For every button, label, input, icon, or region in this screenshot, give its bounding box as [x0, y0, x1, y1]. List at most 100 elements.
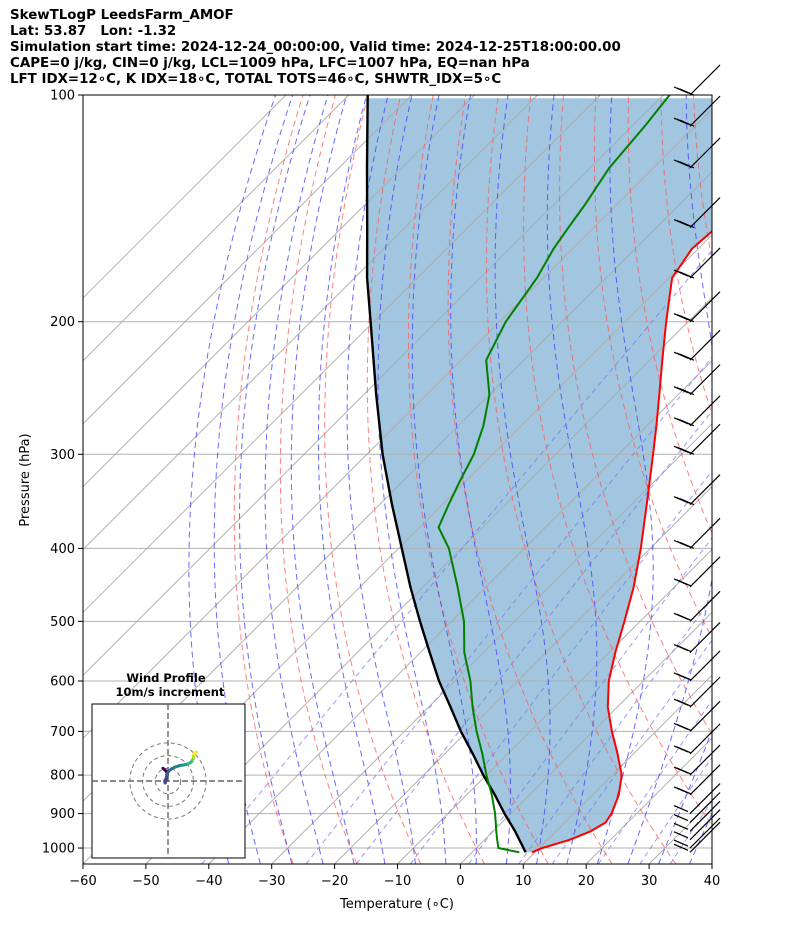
- moist-adiabat-line: [546, 95, 598, 864]
- moist-adiabat-line: [494, 95, 551, 864]
- wind-barb-staff: [689, 723, 721, 755]
- y-tick-label: 700: [50, 725, 75, 740]
- isotherm-line: [711, 863, 712, 864]
- wind-barb-staff: [689, 821, 721, 853]
- isotherm-line: [83, 108, 712, 739]
- mixing-ratio-line: [355, 410, 712, 864]
- y-tick-label: 400: [50, 542, 75, 557]
- wind-barb-flag: [673, 822, 689, 830]
- wind-barb-flag: [679, 271, 695, 279]
- wind-barb-flag: [679, 447, 695, 455]
- hodograph-inset: Wind Profile 10m/s increment: [91, 671, 246, 859]
- wind-barb-staff: [689, 95, 721, 127]
- moist-adiabat-line: [317, 95, 386, 864]
- mixing-ratio-line: [305, 356, 712, 864]
- wind-barb-staff: [689, 700, 721, 732]
- wind-barb-flag: [673, 839, 689, 847]
- wind-barb-flag: [679, 221, 695, 229]
- y-tick-label: 300: [50, 448, 75, 463]
- isotherm-line: [83, 95, 538, 551]
- isotherm-line: [83, 95, 664, 676]
- y-tick-label: 1000: [42, 842, 75, 857]
- wind-barb-flag: [676, 579, 692, 587]
- dry-adiabat-line: [627, 95, 712, 535]
- isotherm-line: [460, 611, 712, 864]
- wind-barb-staff: [689, 291, 721, 323]
- dry-adiabat-line: [759, 95, 794, 864]
- wind-barb-staff: [689, 622, 721, 653]
- wind-barb-staff: [689, 329, 721, 361]
- temperature-line: [531, 230, 712, 854]
- mixing-ratio-line: [518, 597, 712, 864]
- profile-lines: [365, 95, 712, 854]
- moist-adiabat-line: [239, 95, 311, 864]
- moist-adiabat-line: [411, 95, 477, 864]
- isotherm-line: [83, 95, 601, 614]
- wind-barb-staff: [689, 676, 721, 708]
- x-tick-label: 0: [456, 874, 464, 889]
- x-axis-label: Temperature (∘C): [339, 897, 454, 912]
- y-tick-label: 800: [50, 769, 75, 784]
- x-tick-label: −60: [69, 874, 96, 889]
- wind-barb-staff: [689, 764, 721, 796]
- moist-adiabat-line: [720, 95, 794, 864]
- wind-barb-staff: [689, 800, 721, 832]
- wind-barb-flag: [676, 644, 692, 653]
- wind-barb-staff: [689, 517, 721, 549]
- wind-barb-flag: [679, 541, 695, 549]
- x-tick-label: −50: [132, 874, 159, 889]
- y-tick-label: 100: [50, 89, 75, 104]
- wind-barb-flag: [673, 813, 689, 822]
- dry-adiabat-line: [447, 95, 613, 864]
- wind-barb-staff: [689, 364, 721, 396]
- wind-barb-flag: [679, 161, 695, 169]
- wind-barbs: [673, 64, 721, 853]
- hodograph-title: Wind Profile: [126, 671, 206, 685]
- dry-adiabat-line: [324, 95, 422, 864]
- x-tick-label: 10: [515, 874, 532, 889]
- title-line-2: Lat: 53.87 Lon: -1.32: [10, 24, 177, 39]
- wind-barb-flag: [673, 805, 689, 813]
- wind-barb-staff: [689, 809, 721, 841]
- isotherm-line: [271, 423, 712, 864]
- wind-barb-flag: [679, 419, 695, 427]
- wind-barb-staff: [689, 137, 721, 169]
- hodograph-subtitle: 10m/s increment: [116, 685, 225, 699]
- dry-adiabat-line: [366, 95, 485, 864]
- dry-adiabat-line: [593, 95, 712, 639]
- wind-barb-flag: [676, 787, 692, 795]
- wind-barb-staff: [689, 783, 721, 815]
- moist-adiabat-line: [290, 95, 355, 864]
- wind-barb-flag: [679, 498, 695, 506]
- y-axis-ticks: 100 200 300 400 500 600 700 800 900 1000: [42, 89, 83, 857]
- wind-barb-flag: [673, 843, 689, 851]
- moist-adiabat-line: [264, 95, 329, 864]
- mixing-ratio-line: [409, 470, 712, 864]
- x-tick-label: −20: [321, 874, 348, 889]
- moist-adiabat-line: [213, 95, 294, 864]
- dry-adiabat-line: [660, 95, 712, 416]
- wind-barb-flag: [679, 315, 695, 323]
- isotherm-line: [208, 360, 712, 864]
- wind-barb-flag: [679, 88, 695, 96]
- y-axis-label: Pressure (hPa): [18, 433, 33, 526]
- wind-barb-staff: [689, 817, 721, 849]
- wind-barb-staff: [689, 556, 721, 588]
- wind-barb-flag: [676, 723, 692, 731]
- wind-barb-staff: [689, 423, 721, 455]
- wind-barb-flag: [679, 353, 695, 361]
- y-tick-label: 600: [50, 674, 75, 689]
- wind-barb-staff: [689, 197, 721, 229]
- isotherm-line: [83, 95, 413, 425]
- x-tick-label: 40: [704, 874, 721, 889]
- dry-adiabat-line: [726, 95, 794, 864]
- title-line-1: SkewTLogP LeedsFarm_AMOF: [10, 8, 234, 23]
- wind-barb-flag: [679, 119, 695, 127]
- isotherm-line: [522, 674, 712, 864]
- dewpoint-line: [437, 95, 671, 854]
- title-line-3: Simulation start time: 2024-12-24_00:00:…: [10, 40, 621, 55]
- cape-shaded-area: [367, 98, 712, 853]
- dry-adiabat-line: [407, 95, 549, 864]
- dry-adiabat-line: [485, 95, 677, 864]
- wind-barb-flag: [676, 746, 692, 754]
